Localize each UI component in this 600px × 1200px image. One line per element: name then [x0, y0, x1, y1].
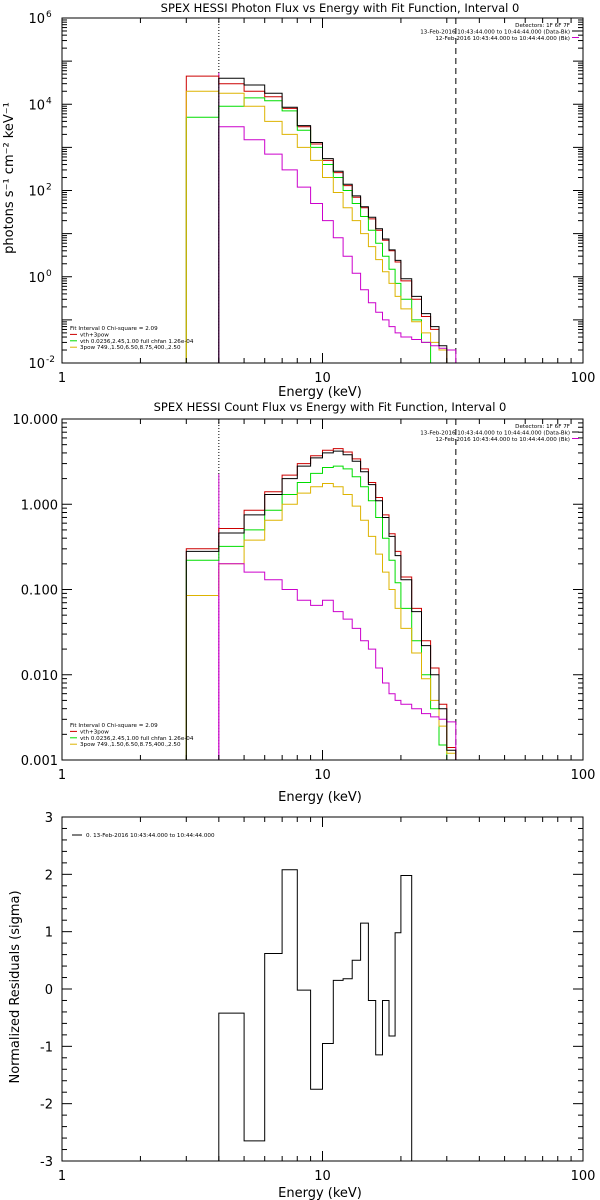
count-flux-plot-area: 1 10 100 10.000 1.000 0.100 0.010 0.001 Detector… — [13, 413, 596, 783]
residuals-panel: Normalized Residuals (sigma) Energy (keV… — [8, 811, 595, 1200]
photon-flux-panel: SPEX HESSI Photon Flux vs Energy with Fi… — [2, 1, 595, 400]
info-line: Detectors: 1F 6F 7F — [515, 23, 570, 29]
fit-legend-entry: 3pow 749.,1.50,6.50,8.75,400.,2.50 — [80, 742, 181, 748]
series-total — [185, 450, 465, 761]
y-tick-label: 3 — [45, 811, 53, 826]
x-tick-label: 10 — [314, 768, 331, 783]
y-tick-exponent: 2 — [46, 183, 52, 193]
y-tick-label: 10 — [28, 357, 45, 372]
y-tick-label: -3 — [40, 1155, 53, 1170]
fit-legend-entry: vth 0.0236,2.45,1.00 full chfan 1.26e-04 — [80, 736, 194, 742]
residuals-ylabel: Normalized Residuals (sigma) — [8, 890, 23, 1083]
fit-legend-entry: vth+3pow — [80, 332, 109, 338]
info-line: 13-Feb-2016 10:43:44.000 to 10:44:44.000… — [420, 430, 570, 436]
series-bk — [218, 563, 457, 760]
y-tick-label: 2 — [45, 868, 53, 883]
y-tick-label: 0.001 — [21, 754, 58, 769]
y-tick-label: 10 — [28, 185, 45, 200]
y-tick-label: -2 — [40, 1098, 53, 1113]
fit-info-header: Fit Interval 0 Chi-square = 2.09 — [70, 326, 158, 332]
y-tick-label: -1 — [40, 1040, 53, 1055]
x-tick-label: 100 — [571, 768, 596, 783]
fit-legend-entry: vth 0.0236,2.45,1.00 full chfan 1.26e-04 — [80, 339, 194, 345]
residuals-series — [218, 869, 422, 1162]
y-tick-exponent: -2 — [46, 355, 55, 365]
y-tick-exponent: 0 — [46, 269, 52, 279]
fit-legend-entry: vth+3pow — [80, 729, 109, 735]
x-tick-label: 10 — [314, 1169, 331, 1184]
info-line: 12-Feb-2016 10:43:44.000 to 10:44:44.000… — [435, 36, 570, 42]
count-flux-panel: SPEX HESSI Count Flux vs Energy with Fit… — [13, 400, 596, 805]
series-vth — [185, 465, 448, 760]
residuals-legend-text: 0. 13-Feb-2016 10:43:44.000 to 10:44:44.… — [86, 833, 215, 839]
y-tick-label: 1 — [45, 926, 53, 941]
y-tick-label: 10 — [28, 98, 45, 113]
x-tick-label: 1 — [58, 1169, 66, 1184]
series-total — [218, 77, 456, 364]
y-tick-label: 10.000 — [13, 413, 59, 428]
x-tick-label: 100 — [571, 371, 596, 386]
y-tick-label: 0.010 — [21, 669, 58, 684]
count-flux-title: SPEX HESSI Count Flux vs Energy with Fit… — [154, 400, 507, 414]
x-tick-label: 10 — [314, 371, 331, 386]
series-bk — [218, 126, 457, 363]
count-flux-xlabel: Energy (keV) — [278, 790, 362, 805]
info-line: 13-Feb-2016 10:43:44.000 to 10:44:44.000… — [420, 29, 570, 35]
x-tick-label: 100 — [571, 1169, 596, 1184]
y-tick-label: 10 — [28, 271, 45, 286]
y-tick-label: 0 — [45, 983, 53, 998]
series-3pow — [185, 90, 456, 364]
y-tick-label: 0.100 — [21, 584, 58, 599]
fit-legend-entry: 3pow 749.,1.50,6.50,8.75,400.,2.50 — [80, 345, 181, 351]
y-tick-exponent: 6 — [46, 10, 52, 20]
photon-flux-xlabel: Energy (keV) — [278, 385, 362, 400]
series-3pow — [185, 483, 457, 760]
residuals-xlabel: Energy (keV) — [278, 1186, 362, 1200]
y-tick-label: 10 — [28, 12, 45, 27]
info-line: 12-Feb-2016 10:43:44.000 to 10:44:44.000… — [435, 437, 570, 443]
info-line: Detectors: 1F 6F 7F — [515, 424, 570, 430]
fit-info-header: Fit Interval 0 Chi-square = 2.09 — [70, 723, 158, 729]
x-tick-label: 1 — [58, 768, 66, 783]
y-tick-exponent: 4 — [46, 96, 52, 106]
x-tick-label: 1 — [58, 371, 66, 386]
photon-flux-title: SPEX HESSI Photon Flux vs Energy with Fi… — [161, 1, 520, 15]
photon-flux-ylabel: photons s⁻¹ cm⁻² keV⁻¹ — [2, 102, 17, 254]
y-tick-label: 1.000 — [21, 498, 58, 513]
